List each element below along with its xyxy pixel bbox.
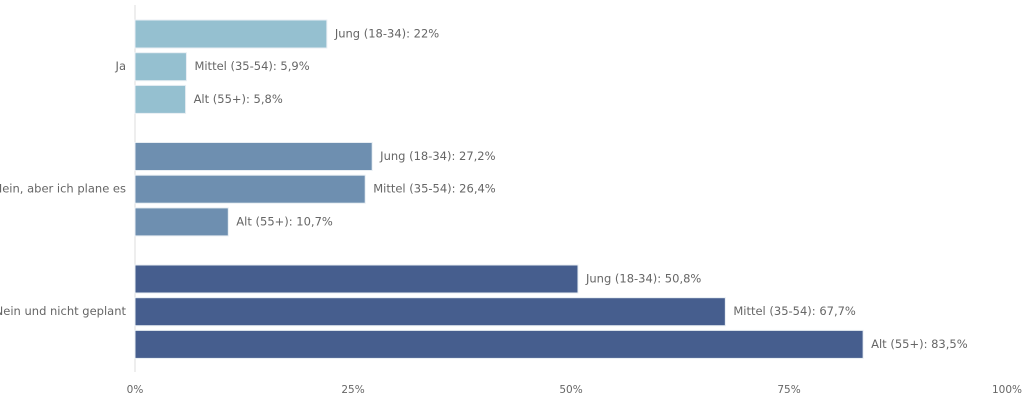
y-tick-label: Nein, aber ich plane es — [0, 182, 126, 196]
data-label: Jung (18-34): 22% — [334, 27, 439, 41]
bar — [134, 329, 864, 359]
bar — [134, 207, 229, 237]
data-label: Alt (55+): 10,7% — [236, 214, 333, 228]
bar — [134, 52, 187, 82]
data-label: Mittel (35-54): 26,4% — [373, 182, 496, 196]
x-tick-label: 50% — [559, 384, 582, 396]
bar — [134, 19, 328, 49]
y-tick-label: Ja — [115, 59, 126, 73]
bar — [134, 297, 726, 327]
bar — [134, 174, 366, 204]
bar — [134, 142, 373, 171]
x-tick-label: 0% — [127, 384, 144, 396]
y-tick-label: Nein und nicht geplant — [0, 304, 126, 318]
x-tick-label: 25% — [341, 384, 364, 396]
x-tick-label: 75% — [777, 384, 800, 396]
data-label: Mittel (35-54): 67,7% — [733, 304, 856, 318]
data-label: Jung (18-34): 27,2% — [379, 149, 495, 163]
data-label: Alt (55+): 5,8% — [194, 92, 283, 106]
data-label: Alt (55+): 83,5% — [871, 337, 968, 351]
data-label: Jung (18-34): 50,8% — [585, 272, 701, 286]
bar — [134, 264, 579, 294]
x-tick-label: 100% — [992, 384, 1022, 396]
data-label: Mittel (35-54): 5,9% — [194, 59, 309, 73]
bar — [134, 84, 187, 114]
